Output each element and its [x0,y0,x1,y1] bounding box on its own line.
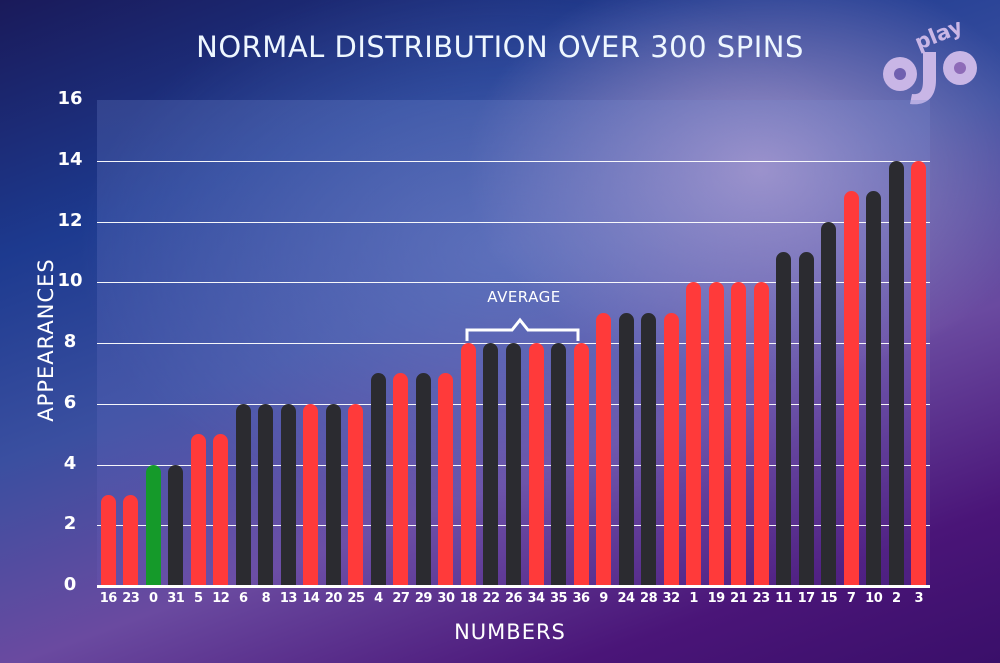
svg-text:play: play [911,22,966,55]
bar-26 [506,343,521,586]
x-tick-label: 18 [459,591,478,606]
x-tick-label: 23 [122,591,140,606]
x-tick-label: 30 [437,591,455,606]
y-tick-label: 14 [57,148,83,170]
bar-20 [325,403,341,586]
bar-15 [821,221,837,586]
x-tick-label: 35 [549,591,568,606]
bar-18 [460,343,476,586]
bar-5 [190,434,206,586]
gridline [97,282,930,284]
bar-22 [483,343,499,586]
x-tick-label: 14 [302,591,320,606]
x-axis-line [97,585,930,588]
x-tick-label: 29 [414,591,433,606]
bar-25 [348,403,364,586]
x-tick-label: 23 [752,591,771,606]
bar-11 [776,251,792,586]
x-tick-label: 6 [239,591,248,606]
bar-8 [258,403,274,586]
chart-title: NORMAL DISTRIBUTION OVER 300 SPINS [196,30,804,64]
x-tick-label: 4 [374,591,383,606]
bar-21 [731,282,747,586]
bar-28 [641,312,657,586]
x-tick-label: 36 [572,591,590,606]
y-tick-label: 10 [57,270,83,292]
x-tick-label: 11 [775,591,793,606]
bar-3 [911,160,927,586]
y-tick-label: 8 [63,331,77,352]
bar-6 [235,403,251,586]
bar-32 [663,312,679,586]
bar-24 [618,312,634,586]
bar-19 [708,282,724,586]
x-tick-label: 0 [149,591,158,606]
gridline [97,221,930,223]
bar-14 [303,403,319,586]
bar-9 [596,312,612,586]
x-tick-label: 8 [261,591,271,606]
x-tick-label: 31 [167,591,185,606]
bar-29 [415,373,431,586]
x-tick-label: 9 [599,591,608,606]
x-tick-label: 26 [504,591,523,606]
x-axis-label: NUMBERS [454,620,566,644]
bar-7 [843,191,859,586]
bar-27 [393,373,409,586]
bar-13 [280,403,296,586]
plot-area [97,100,930,588]
bar-23 [753,282,769,586]
x-tick-label: 25 [347,591,365,606]
bar-31 [168,464,184,586]
y-tick-label: 6 [63,391,77,413]
playojo-logo-icon: play [883,22,977,105]
bar-1 [686,282,702,586]
x-tick-label: 28 [640,591,658,606]
bar-2 [888,160,904,586]
bar-36 [573,343,589,586]
x-tick-label: 13 [279,591,298,606]
x-tick-label: 20 [324,591,343,606]
x-tick-label: 2 [891,591,901,606]
x-tick-label: 24 [617,591,636,606]
y-tick-label: 4 [63,452,77,474]
bar-17 [798,251,814,586]
x-tick-label: 12 [212,591,230,606]
bar-10 [866,191,882,586]
average-bracket-icon [465,317,580,341]
bar-23 [123,494,139,586]
gridline [97,160,930,162]
x-tick-label: 32 [662,591,681,606]
x-tick-label: 22 [482,591,500,606]
x-tick-label: 1 [689,591,698,606]
x-tick-label: 7 [846,591,856,606]
x-tick-label: 16 [99,591,118,606]
y-tick-label: 16 [57,88,83,109]
x-tick-label: 5 [194,591,203,606]
x-tick-label: 15 [820,591,838,606]
x-tick-label: 3 [914,591,923,606]
bar-12 [213,434,229,586]
bar-35 [551,343,567,586]
average-annotation-label: AVERAGE [487,288,561,306]
bar-30 [438,373,454,586]
bar-0 [145,464,161,586]
x-tick-label: 19 [707,591,726,606]
y-tick-label: 12 [57,209,83,231]
bar-4 [370,373,386,586]
y-tick-label: 0 [63,574,77,595]
x-tick-label: 34 [527,591,545,606]
x-tick-label: 17 [797,591,816,606]
x-tick-label: 21 [730,591,748,606]
x-tick-label: 27 [392,591,410,606]
bar-34 [528,343,544,586]
x-tick-label: 10 [865,591,883,606]
y-tick-label: 2 [63,513,77,535]
bar-16 [100,494,116,586]
